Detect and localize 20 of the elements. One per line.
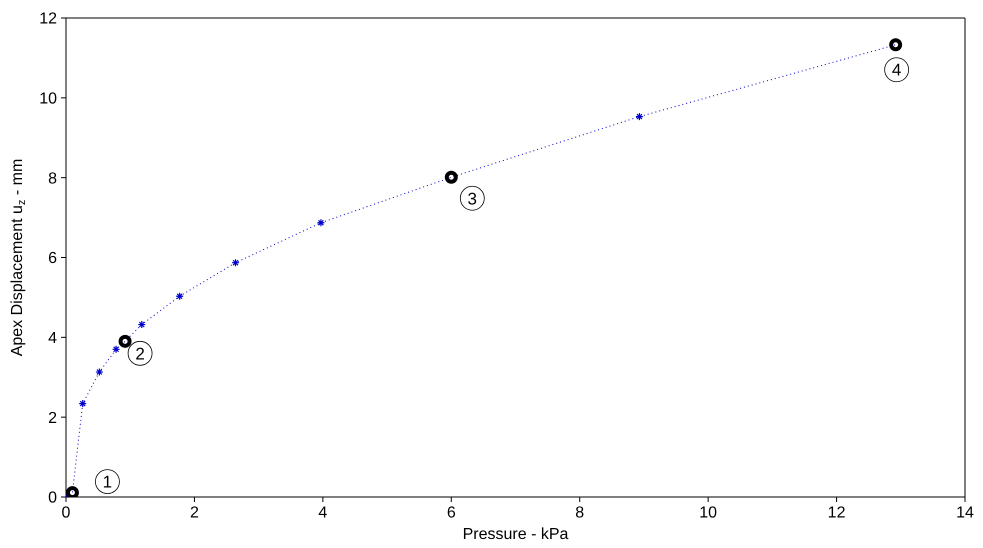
y-tick-label: 6 (48, 250, 58, 268)
y-tick-label: 8 (48, 170, 58, 188)
annotation: 3 (468, 189, 478, 208)
x-tick-label: 0 (62, 504, 71, 522)
annotation: 4 (892, 60, 902, 80)
annotation: 1 (102, 472, 112, 492)
y-tick-label: 12 (39, 10, 58, 28)
y-tick-label: 4 (48, 330, 58, 348)
annotation: 2 (135, 344, 145, 364)
x-tick-label: 10 (699, 504, 718, 522)
y-tick-label: 10 (39, 90, 58, 108)
x-tick-label: 12 (828, 504, 846, 522)
x-tick-label: 14 (956, 504, 974, 522)
y-tick-label: 0 (48, 490, 58, 507)
x-tick-label: 2 (190, 504, 199, 522)
x-tick-label: 4 (318, 504, 328, 522)
x-axis-title: Pressure - kPa (462, 526, 569, 543)
x-tick-label: 6 (446, 504, 456, 522)
y-tick-label: 2 (48, 410, 58, 427)
x-tick-label: 8 (575, 504, 584, 522)
